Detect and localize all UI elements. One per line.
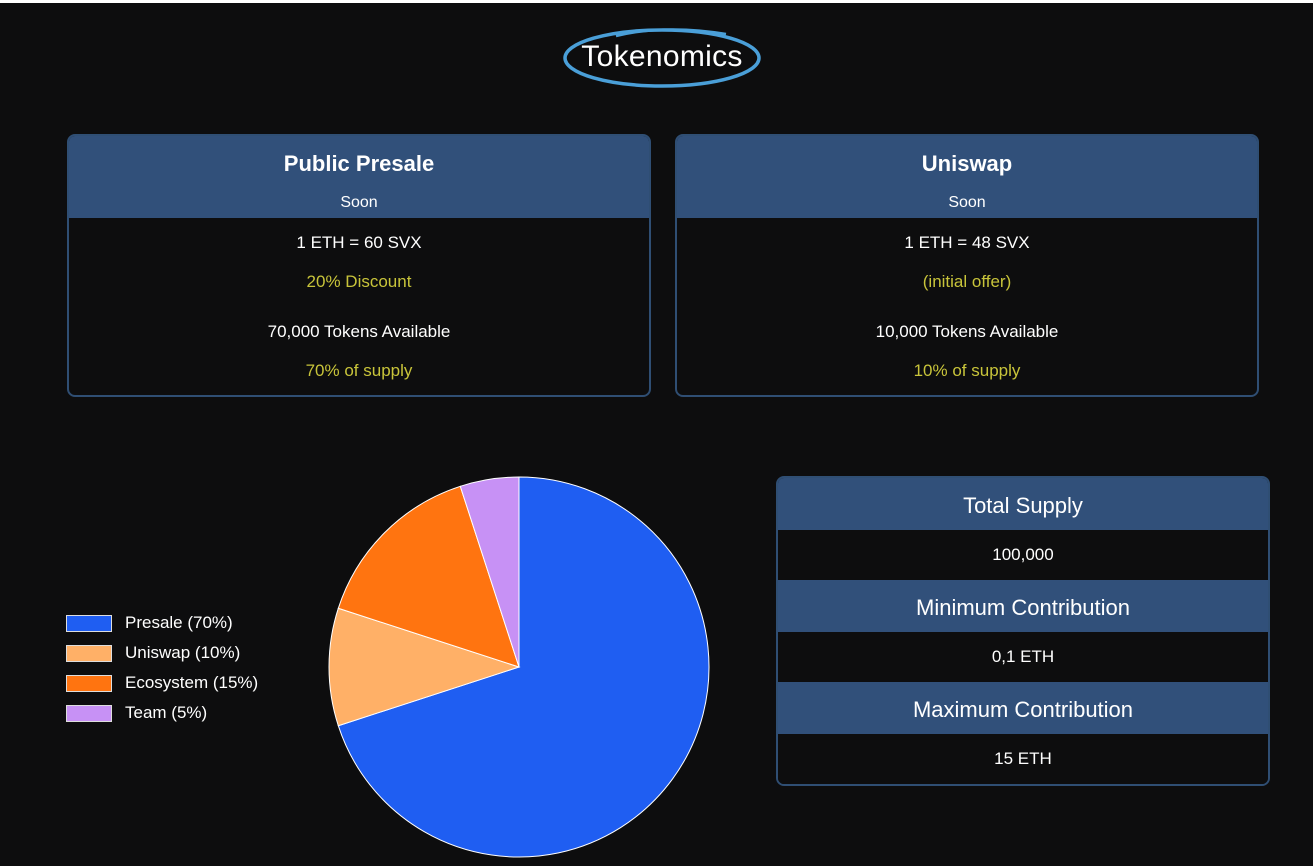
- legend-label: Ecosystem (15%): [125, 673, 259, 692]
- pie-slice-ecosystem[interactable]: [337, 485, 520, 668]
- title-ring-icon: [563, 28, 761, 88]
- uniswap-card: Uniswap Soon 1 ETH = 48 SVX (initial off…: [675, 134, 1259, 397]
- uniswap-rate: 1 ETH = 48 SVX: [904, 233, 1030, 252]
- chart-legend: Presale (70%) Uniswap (10%) Ecosystem (15%…: [66, 608, 258, 728]
- legend-label: Team (5%): [125, 703, 208, 722]
- uniswap-tokens: 10,000 Tokens Available: [875, 322, 1059, 341]
- legend-swatch: [66, 614, 112, 632]
- presale-tokens: 70,000 Tokens Available: [267, 322, 451, 341]
- presale-card-title: Public Presale: [283, 151, 435, 176]
- maximum-contribution-value: 15 ETH: [778, 734, 1268, 784]
- title-section: Tokenomics: [556, 22, 768, 92]
- pie-slice-uniswap[interactable]: [328, 607, 521, 727]
- legend-item[interactable]: Ecosystem (15%): [66, 668, 258, 698]
- minimum-contribution-label: Minimum Contribution: [778, 580, 1268, 632]
- pie-slice-team[interactable]: [459, 476, 520, 668]
- presale-rate: 1 ETH = 60 SVX: [296, 233, 422, 252]
- legend-item[interactable]: Uniswap (10%): [66, 638, 258, 668]
- uniswap-card-title: Uniswap: [921, 151, 1013, 176]
- legend-label: Uniswap (10%): [125, 643, 241, 662]
- presale-card-body: 1 ETH = 60 SVX 20% Discount 70,000 Token…: [69, 233, 649, 381]
- pie-slice-presale[interactable]: [337, 476, 710, 858]
- uniswap-card-body: 1 ETH = 48 SVX (initial offer) 10,000 To…: [677, 233, 1257, 381]
- presale-discount: 20% Discount: [306, 272, 412, 291]
- uniswap-card-header: Uniswap Soon: [677, 136, 1257, 218]
- uniswap-offer: (initial offer): [922, 272, 1012, 291]
- page-title: Tokenomics: [581, 40, 743, 73]
- legend-label: Presale (70%): [125, 613, 233, 632]
- legend-swatch: [66, 704, 112, 722]
- supply-info-box: Total Supply 100,000 Minimum Contributio…: [776, 476, 1270, 786]
- uniswap-supply: 10% of supply: [913, 361, 1021, 380]
- legend-swatch: [66, 644, 112, 662]
- presale-supply: 70% of supply: [305, 361, 413, 380]
- uniswap-card-status: Soon: [948, 194, 986, 211]
- presale-card: Public Presale Soon 1 ETH = 60 SVX 20% D…: [67, 134, 651, 397]
- presale-card-header: Public Presale Soon: [69, 136, 649, 218]
- legend-item[interactable]: Presale (70%): [66, 608, 258, 638]
- legend-swatch: [66, 674, 112, 692]
- legend-item[interactable]: Team (5%): [66, 698, 258, 728]
- total-supply-value: 100,000: [778, 530, 1268, 580]
- maximum-contribution-label: Maximum Contribution: [778, 682, 1268, 734]
- presale-card-status: Soon: [340, 194, 378, 211]
- top-border: [0, 0, 1313, 3]
- total-supply-label: Total Supply: [778, 478, 1268, 530]
- minimum-contribution-value: 0,1 ETH: [778, 632, 1268, 682]
- pie-chart: [328, 476, 710, 858]
